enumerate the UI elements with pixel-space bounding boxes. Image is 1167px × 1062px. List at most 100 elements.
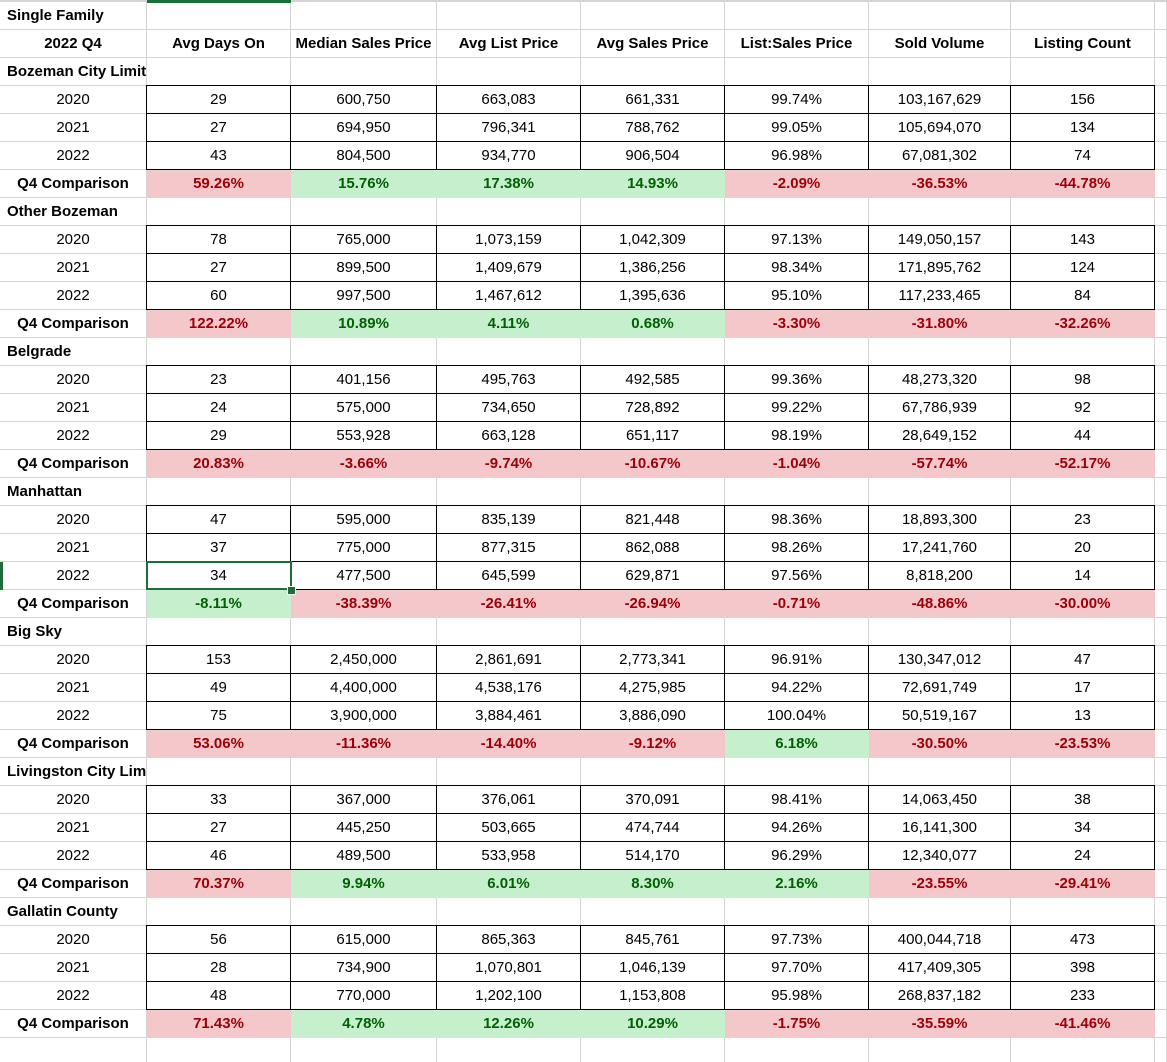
empty-cell[interactable] <box>147 58 291 86</box>
comparison-label[interactable]: Q4 Comparison <box>0 590 147 618</box>
year-cell[interactable]: 2022 <box>0 282 147 310</box>
comparison-cell[interactable]: -14.40% <box>437 730 581 758</box>
value-cell[interactable]: 99.05% <box>724 113 869 142</box>
comparison-cell[interactable]: 12.26% <box>437 1010 581 1038</box>
empty-cell[interactable] <box>147 198 291 226</box>
comparison-cell[interactable]: 4.78% <box>291 1010 437 1038</box>
value-cell[interactable]: 899,500 <box>290 253 437 282</box>
empty-cell[interactable] <box>1155 142 1167 170</box>
empty-cell[interactable] <box>437 478 581 506</box>
empty-cell[interactable] <box>869 478 1011 506</box>
value-cell[interactable]: 98.36% <box>724 505 869 534</box>
value-cell[interactable]: 495,763 <box>436 365 581 394</box>
comparison-cell[interactable]: -10.67% <box>581 450 725 478</box>
value-cell[interactable]: 28,649,152 <box>868 421 1011 450</box>
value-cell[interactable]: 48,273,320 <box>868 365 1011 394</box>
value-cell[interactable]: 14,063,450 <box>868 785 1011 814</box>
value-cell[interactable]: 770,000 <box>290 981 437 1010</box>
empty-cell[interactable] <box>1155 86 1167 114</box>
value-cell[interactable]: 1,070,801 <box>436 953 581 982</box>
comparison-cell[interactable]: 14.93% <box>581 170 725 198</box>
empty-cell[interactable] <box>1155 58 1167 86</box>
year-cell[interactable]: 2022 <box>0 982 147 1010</box>
comparison-label[interactable]: Q4 Comparison <box>0 450 147 478</box>
value-cell[interactable]: 376,061 <box>436 785 581 814</box>
empty-cell[interactable] <box>1155 338 1167 366</box>
value-cell[interactable]: 94.22% <box>724 673 869 702</box>
value-cell[interactable]: 728,892 <box>580 393 725 422</box>
empty-cell[interactable] <box>437 2 581 30</box>
empty-cell[interactable] <box>1011 338 1155 366</box>
value-cell[interactable]: 37 <box>146 533 291 562</box>
value-cell[interactable]: 1,386,256 <box>580 253 725 282</box>
column-header[interactable]: Sold Volume <box>869 30 1011 58</box>
comparison-cell[interactable]: -3.30% <box>725 310 869 338</box>
value-cell[interactable]: 43 <box>146 141 291 170</box>
comparison-cell[interactable]: 59.26% <box>147 170 291 198</box>
empty-cell[interactable] <box>1011 758 1155 786</box>
value-cell[interactable]: 514,170 <box>580 841 725 870</box>
value-cell[interactable]: 1,467,612 <box>436 281 581 310</box>
value-cell[interactable]: 2,450,000 <box>290 645 437 674</box>
value-cell[interactable]: 96.29% <box>724 841 869 870</box>
value-cell[interactable]: 663,083 <box>436 85 581 114</box>
value-cell[interactable]: 46 <box>146 841 291 870</box>
comparison-label[interactable]: Q4 Comparison <box>0 170 147 198</box>
year-cell[interactable]: 2020 <box>0 226 147 254</box>
empty-cell[interactable] <box>869 198 1011 226</box>
value-cell[interactable]: 734,900 <box>290 953 437 982</box>
value-cell[interactable]: 27 <box>146 253 291 282</box>
year-cell[interactable]: 2021 <box>0 394 147 422</box>
value-cell[interactable]: 29 <box>146 85 291 114</box>
empty-cell[interactable] <box>1011 478 1155 506</box>
value-cell[interactable]: 56 <box>146 925 291 954</box>
year-cell[interactable]: 2020 <box>0 506 147 534</box>
empty-cell[interactable] <box>1011 1038 1155 1062</box>
value-cell[interactable]: 17,241,760 <box>868 533 1011 562</box>
value-cell[interactable]: 997,500 <box>290 281 437 310</box>
section-name[interactable]: Livingston City Limits <box>0 758 147 786</box>
section-name[interactable]: Bozeman City Limits <box>0 58 147 86</box>
comparison-cell[interactable]: -57.74% <box>869 450 1011 478</box>
comparison-cell[interactable]: 4.11% <box>437 310 581 338</box>
value-cell[interactable]: 18,893,300 <box>868 505 1011 534</box>
empty-cell[interactable] <box>1011 58 1155 86</box>
comparison-cell[interactable]: -9.12% <box>581 730 725 758</box>
comparison-cell[interactable]: -9.74% <box>437 450 581 478</box>
year-cell[interactable]: 2022 <box>0 142 147 170</box>
comparison-cell[interactable]: -52.17% <box>1011 450 1155 478</box>
empty-cell[interactable] <box>1155 450 1167 478</box>
comparison-cell[interactable]: -3.66% <box>291 450 437 478</box>
selection-handle[interactable] <box>287 586 296 595</box>
empty-cell[interactable] <box>1155 1010 1167 1038</box>
comparison-label[interactable]: Q4 Comparison <box>0 870 147 898</box>
value-cell[interactable]: 8,818,200 <box>868 561 1011 590</box>
value-cell[interactable]: 27 <box>146 813 291 842</box>
empty-cell[interactable] <box>1155 982 1167 1010</box>
comparison-cell[interactable]: -48.86% <box>869 590 1011 618</box>
empty-cell[interactable] <box>1155 30 1167 58</box>
empty-cell[interactable] <box>1155 562 1167 590</box>
value-cell[interactable]: 48 <box>146 981 291 1010</box>
value-cell[interactable]: 47 <box>146 505 291 534</box>
column-header[interactable]: Median Sales Price <box>291 30 437 58</box>
value-cell[interactable]: 3,886,090 <box>580 701 725 730</box>
comparison-cell[interactable]: 9.94% <box>291 870 437 898</box>
empty-cell[interactable] <box>1155 170 1167 198</box>
empty-cell[interactable] <box>1155 842 1167 870</box>
value-cell[interactable]: 796,341 <box>436 113 581 142</box>
empty-cell[interactable] <box>869 1038 1011 1062</box>
empty-cell[interactable] <box>1155 758 1167 786</box>
comparison-cell[interactable]: -0.71% <box>725 590 869 618</box>
value-cell[interactable]: 734,650 <box>436 393 581 422</box>
value-cell[interactable]: 1,409,679 <box>436 253 581 282</box>
year-cell[interactable]: 2021 <box>0 674 147 702</box>
value-cell[interactable]: 49 <box>146 673 291 702</box>
value-cell[interactable]: 553,928 <box>290 421 437 450</box>
empty-cell[interactable] <box>869 898 1011 926</box>
value-cell[interactable]: 595,000 <box>290 505 437 534</box>
empty-cell[interactable] <box>1155 198 1167 226</box>
empty-cell[interactable] <box>869 58 1011 86</box>
column-header[interactable]: Avg List Price <box>437 30 581 58</box>
value-cell[interactable]: 98 <box>1010 365 1155 394</box>
